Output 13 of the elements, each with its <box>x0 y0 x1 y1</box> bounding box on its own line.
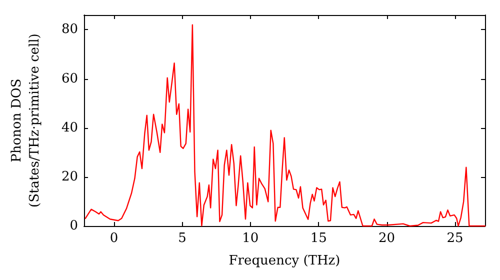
x-tick-label: 20 <box>378 231 396 246</box>
x-tick-label: 15 <box>310 231 327 246</box>
y-axis-title: Phonon DOS (States/THz·primitive cell) <box>10 33 42 208</box>
x-tick-label: 10 <box>242 231 259 246</box>
y-tick-label: 80 <box>61 22 78 38</box>
y-tick-label: 40 <box>61 120 78 136</box>
x-tick-label: 25 <box>446 231 464 246</box>
y-tick-label: 60 <box>61 71 78 86</box>
y-tick-label: 20 <box>61 169 78 184</box>
x-tick-label: 5 <box>178 231 186 246</box>
x-tick-label: 0 <box>110 231 118 246</box>
x-axis-title: Frequency (THz) <box>228 254 340 268</box>
y-tick-label: 0 <box>70 218 78 234</box>
